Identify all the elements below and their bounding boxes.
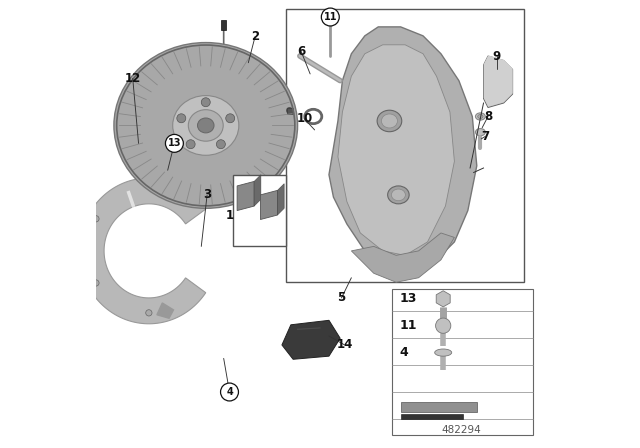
- Polygon shape: [436, 291, 450, 307]
- Polygon shape: [338, 45, 454, 255]
- Bar: [221, 20, 227, 30]
- Text: 3: 3: [203, 188, 211, 202]
- Polygon shape: [254, 175, 261, 206]
- Circle shape: [186, 140, 195, 149]
- Bar: [401, 414, 463, 419]
- Polygon shape: [237, 181, 254, 211]
- Ellipse shape: [188, 110, 223, 141]
- Ellipse shape: [477, 115, 483, 119]
- Polygon shape: [278, 184, 284, 215]
- Circle shape: [321, 8, 339, 26]
- Text: 482294: 482294: [441, 426, 481, 435]
- Ellipse shape: [173, 95, 239, 155]
- Ellipse shape: [392, 189, 405, 201]
- Polygon shape: [79, 178, 205, 324]
- Ellipse shape: [476, 129, 485, 136]
- Circle shape: [201, 98, 210, 107]
- Polygon shape: [282, 320, 340, 359]
- Circle shape: [226, 114, 235, 123]
- Ellipse shape: [435, 349, 452, 356]
- Circle shape: [93, 280, 99, 286]
- Text: 13: 13: [168, 138, 181, 148]
- Bar: [401, 402, 477, 412]
- Polygon shape: [157, 303, 173, 318]
- Text: 7: 7: [481, 130, 489, 143]
- Text: 12: 12: [125, 72, 141, 85]
- Text: 4: 4: [226, 387, 233, 397]
- Ellipse shape: [114, 43, 298, 208]
- Text: 11: 11: [324, 12, 337, 22]
- Ellipse shape: [377, 110, 402, 132]
- Polygon shape: [484, 56, 513, 107]
- Text: 10: 10: [296, 112, 312, 125]
- Bar: [233, 175, 287, 246]
- Text: 5: 5: [337, 291, 346, 305]
- Text: 1: 1: [225, 208, 234, 222]
- Polygon shape: [351, 233, 454, 282]
- Circle shape: [146, 310, 152, 316]
- Bar: [392, 289, 532, 435]
- Polygon shape: [329, 27, 477, 273]
- Text: 6: 6: [297, 45, 305, 58]
- Text: 13: 13: [400, 292, 417, 306]
- Bar: [287, 108, 292, 114]
- Circle shape: [177, 114, 186, 123]
- Ellipse shape: [476, 113, 485, 120]
- Circle shape: [93, 215, 99, 222]
- Text: 2: 2: [251, 30, 259, 43]
- Circle shape: [216, 140, 225, 149]
- Bar: [287, 9, 524, 282]
- Text: 11: 11: [400, 319, 417, 332]
- Circle shape: [165, 134, 184, 152]
- Ellipse shape: [198, 118, 214, 133]
- Ellipse shape: [381, 114, 397, 128]
- Text: 4: 4: [400, 346, 408, 359]
- Circle shape: [221, 383, 239, 401]
- Polygon shape: [484, 56, 513, 108]
- Text: 14: 14: [337, 338, 353, 352]
- Polygon shape: [260, 190, 278, 220]
- Text: 9: 9: [493, 49, 501, 63]
- Ellipse shape: [388, 186, 409, 204]
- Circle shape: [436, 318, 451, 333]
- Text: 8: 8: [484, 110, 492, 123]
